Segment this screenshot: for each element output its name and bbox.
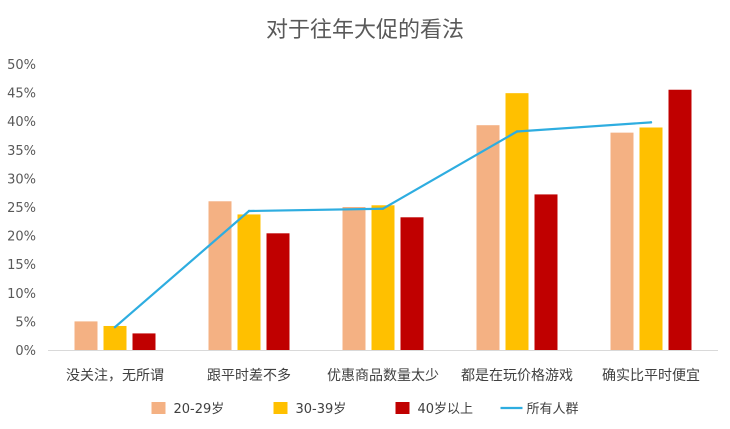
y-tick-label: 45% bbox=[7, 87, 36, 102]
y-tick-label: 30% bbox=[7, 172, 36, 187]
line-point-5 bbox=[649, 121, 653, 124]
y-tick-label: 10% bbox=[7, 287, 36, 302]
bar-1-3 bbox=[342, 207, 366, 350]
legend: 20-29岁 30-39岁 40岁以上 所有人群 bbox=[151, 402, 579, 417]
y-tick-label: 35% bbox=[7, 144, 36, 159]
legend-swatch bbox=[395, 402, 410, 414]
x-category-label: 跟平时差不多 bbox=[207, 367, 291, 384]
bar-1-4 bbox=[476, 125, 500, 350]
bar-3-3 bbox=[400, 217, 424, 350]
bar-1-1 bbox=[74, 321, 98, 350]
legend-label: 30-39岁 bbox=[296, 402, 347, 417]
line-point-2 bbox=[247, 209, 251, 213]
legend-label: 20-29岁 bbox=[174, 402, 225, 417]
line-point-4 bbox=[515, 130, 519, 133]
legend-swatch bbox=[151, 402, 166, 414]
line-series-group bbox=[113, 121, 653, 329]
y-tick-label: 5% bbox=[15, 315, 36, 330]
x-category-label: 没关注，无所谓 bbox=[66, 368, 164, 384]
bar-1-2 bbox=[208, 201, 232, 350]
bar-3-2 bbox=[266, 233, 290, 350]
line-point-1 bbox=[113, 325, 117, 329]
x-axis-categories: 没关注，无所谓 跟平时差不多 优惠商品数量太少 都是在玩价格游戏 确实比平时便宜 bbox=[66, 367, 700, 384]
y-tick-label: 15% bbox=[7, 258, 36, 273]
legend-swatch bbox=[273, 402, 288, 414]
x-category-label: 都是在玩价格游戏 bbox=[461, 368, 573, 384]
legend-label: 40岁以上 bbox=[418, 402, 474, 417]
bar-1-5 bbox=[610, 132, 634, 350]
y-tick-label: 50% bbox=[7, 58, 36, 73]
bar-3-5 bbox=[668, 89, 692, 351]
x-category-label: 优惠商品数量太少 bbox=[327, 368, 439, 384]
line-point-3 bbox=[381, 207, 385, 210]
bar-3-4 bbox=[534, 194, 558, 350]
bar-2-4 bbox=[505, 93, 529, 350]
bar-2-2 bbox=[237, 214, 261, 350]
bar-2-3 bbox=[371, 205, 395, 350]
bar-2-5 bbox=[639, 127, 663, 350]
bar-2-1 bbox=[103, 325, 127, 350]
y-axis-ticks: 0% 5% 10% 15% 20% 25% 30% 35% 40% 45% 50% bbox=[7, 58, 36, 359]
bar-3-1 bbox=[132, 333, 156, 350]
x-category-label: 确实比平时便宜 bbox=[602, 368, 700, 384]
chart-title: 对于往年大促的看法 bbox=[266, 18, 464, 43]
y-tick-label: 40% bbox=[7, 115, 36, 130]
y-tick-label: 25% bbox=[7, 201, 36, 216]
legend-label: 所有人群 bbox=[527, 402, 579, 417]
bar-series-group bbox=[74, 89, 692, 351]
y-tick-label: 0% bbox=[15, 344, 36, 359]
y-tick-label: 20% bbox=[7, 230, 36, 245]
